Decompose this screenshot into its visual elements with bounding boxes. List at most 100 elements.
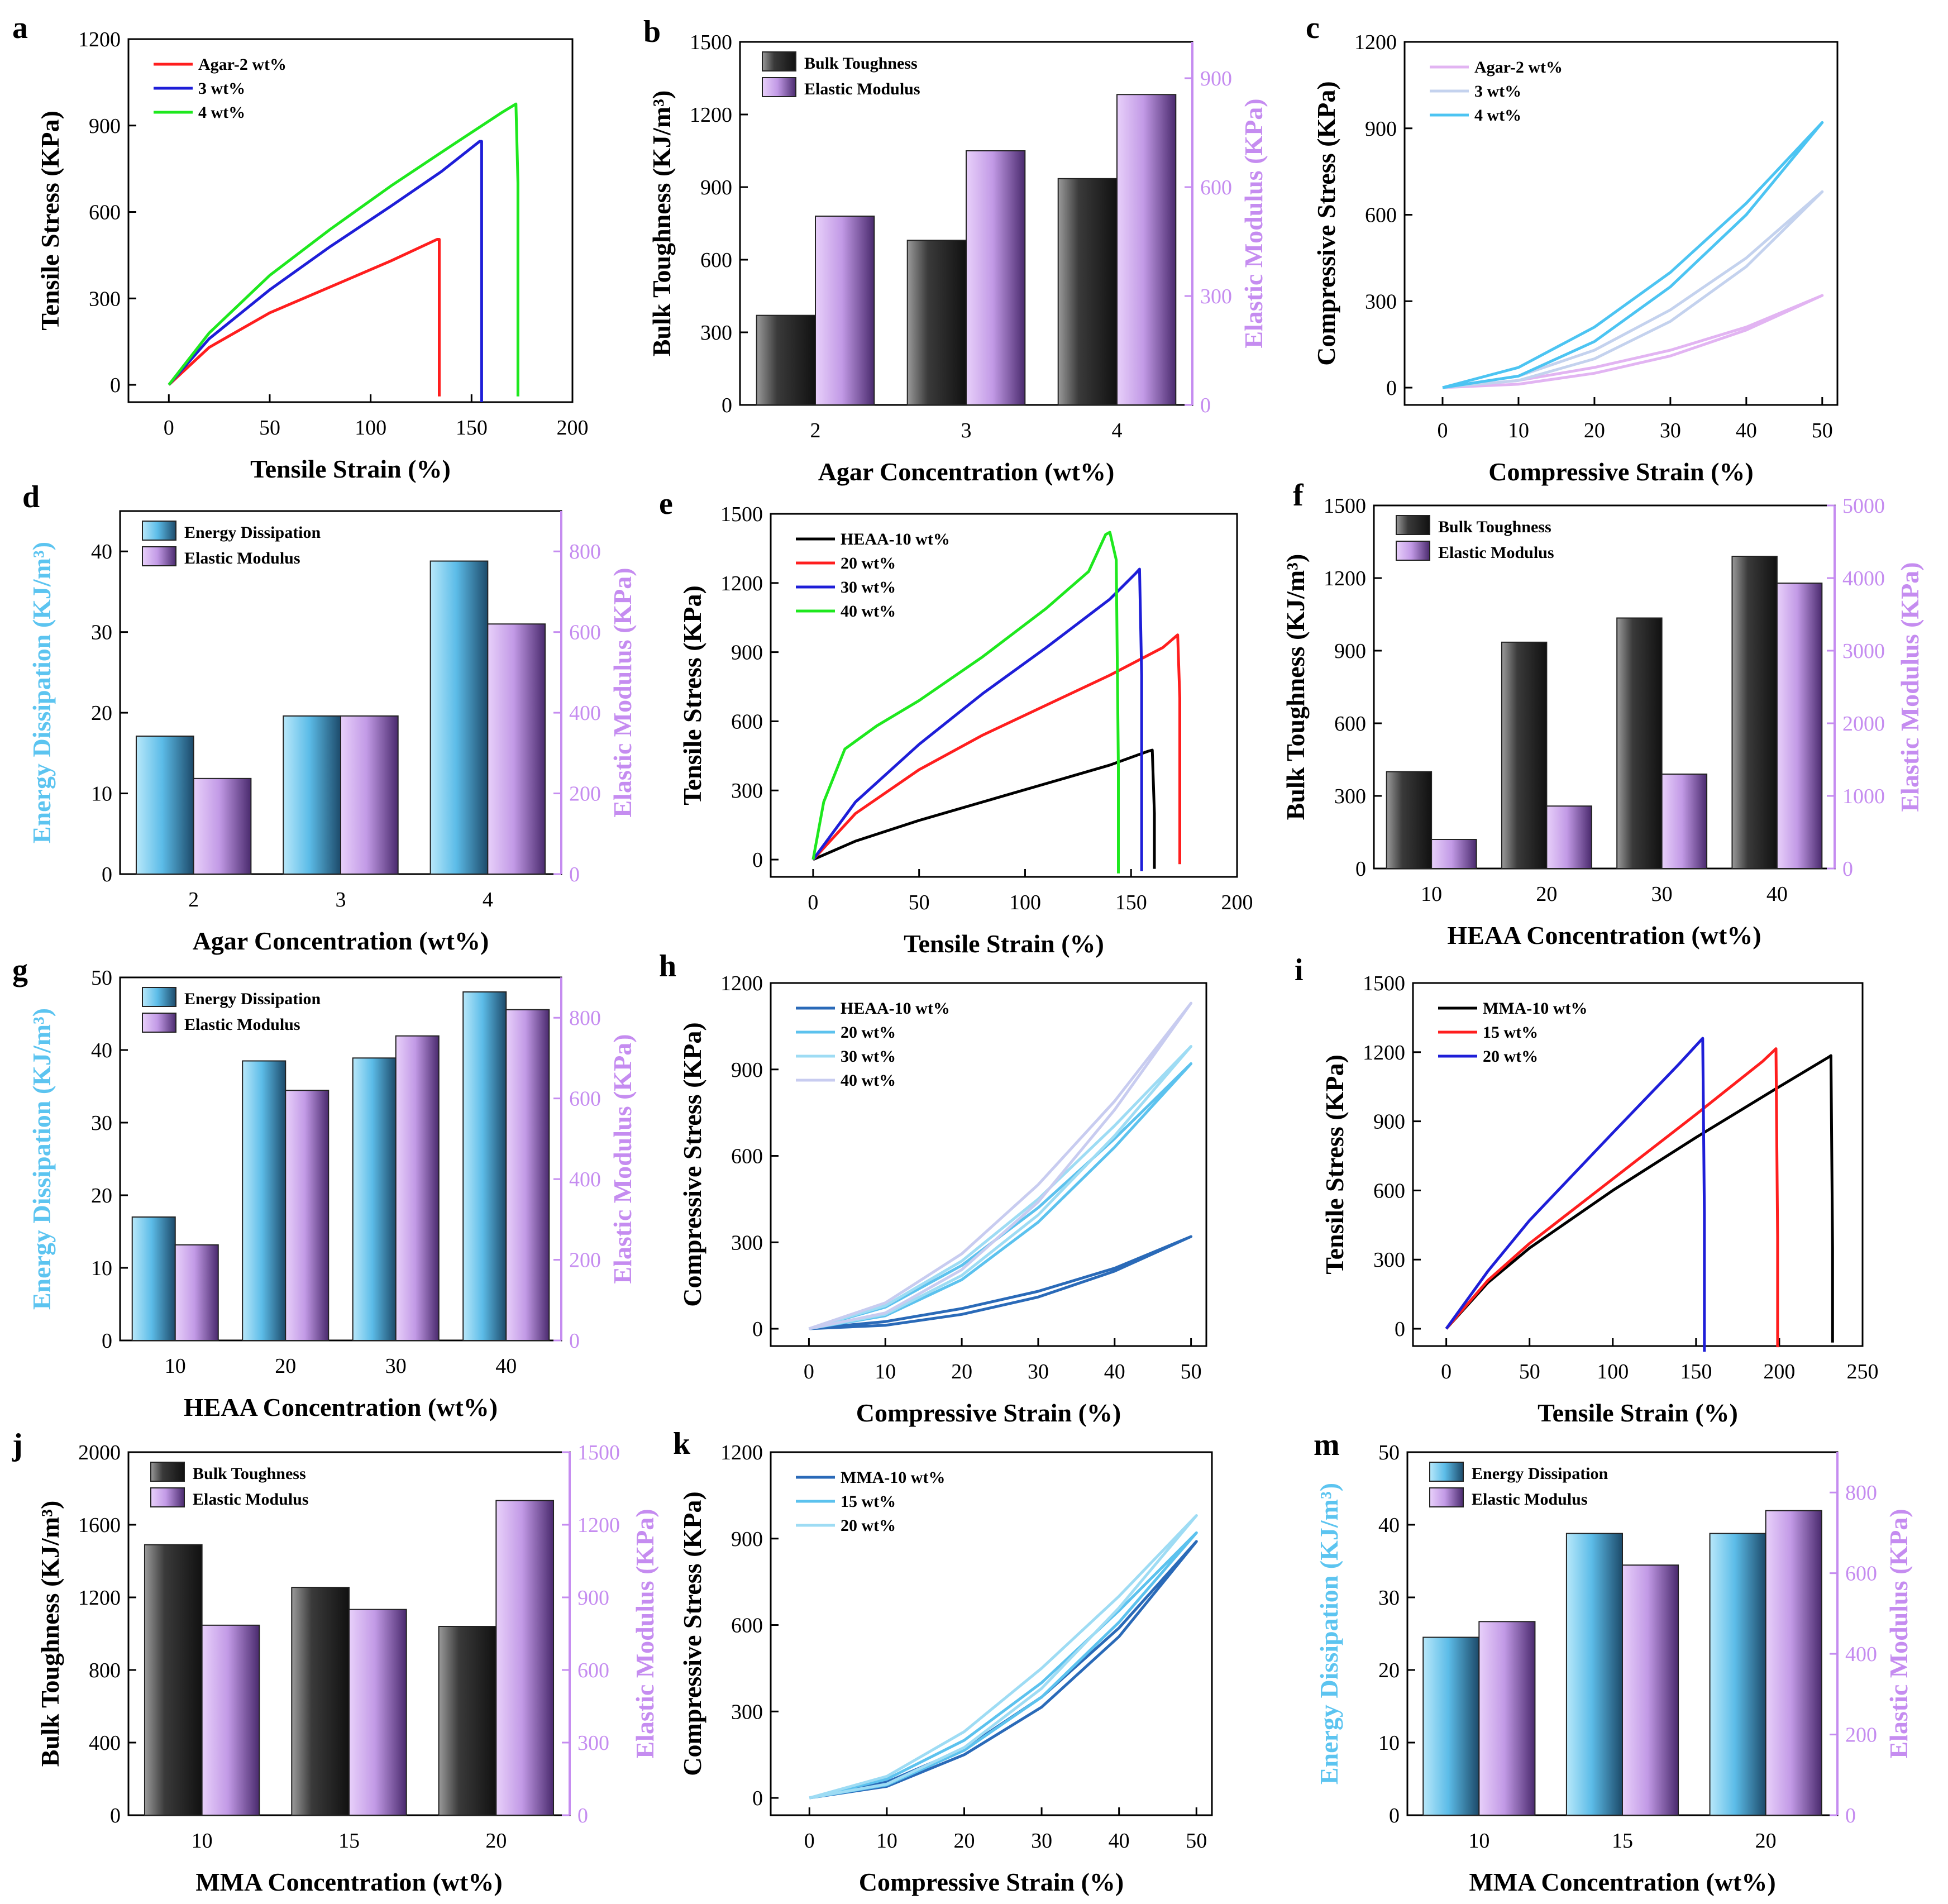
- bar-elastic-modulus: [201, 1624, 260, 1816]
- y-tick-label: 0: [110, 1804, 121, 1827]
- y2-tick-label: 2000: [1842, 712, 1885, 736]
- y-tick-label: 1200: [1363, 1041, 1405, 1065]
- y-axis-title: Bulk Toughness (KJ/m³): [1281, 554, 1310, 820]
- y-tick-label: 900: [1373, 1110, 1405, 1134]
- bar-bulk-toughness: [1501, 641, 1548, 870]
- x-tick-label: 10: [1468, 1829, 1489, 1853]
- x-axis-title: MMA Concentration (wt%): [1469, 1868, 1775, 1896]
- bar-energy-dissipation: [131, 1216, 176, 1341]
- legend-label: Agar-2 wt%: [198, 55, 287, 74]
- y-tick-label: 1200: [1324, 567, 1366, 590]
- y-tick-label: 0: [1395, 1318, 1405, 1341]
- y-tick-label: 10: [91, 782, 112, 806]
- legend-swatch: [142, 987, 176, 1007]
- y-tick-label: 30: [91, 621, 112, 645]
- series-line-30-wt-: [808, 1045, 1193, 1330]
- y-tick-label: 40: [91, 1039, 112, 1062]
- panel-label-d: d: [22, 480, 40, 514]
- y-tick-label: 20: [91, 1184, 112, 1208]
- y-axis-title: Tensile Stress (KPa): [1320, 1054, 1349, 1275]
- y2-tick-label: 300: [577, 1731, 609, 1755]
- x-tick-label: 100: [355, 416, 386, 440]
- y-tick-label: 300: [731, 1231, 763, 1254]
- panel-label-a: a: [12, 11, 28, 45]
- bar-elastic-modulus: [285, 1090, 330, 1341]
- x-tick-label: 40: [495, 1354, 517, 1378]
- bar-bulk-toughness: [1386, 771, 1433, 869]
- y-axis-title: Compressive Stress (KPa): [678, 1022, 706, 1306]
- series-line-agar-2-wt-: [1442, 294, 1824, 389]
- y-tick-label: 0: [752, 1787, 763, 1810]
- y2-tick-label: 3000: [1842, 640, 1885, 663]
- plot-frame: [127, 38, 574, 403]
- x-axis-title: HEAA Concentration (wt%): [184, 1393, 498, 1421]
- bar-elastic-modulus: [1478, 1621, 1536, 1816]
- bar-elastic-modulus: [395, 1035, 440, 1341]
- x-tick-label: 0: [808, 891, 818, 914]
- y-tick-label: 2000: [78, 1441, 121, 1464]
- bar-bulk-toughness: [1057, 178, 1118, 405]
- y2-tick-label: 200: [1845, 1724, 1877, 1747]
- x-tick-label: 10: [165, 1354, 186, 1378]
- y-tick-label: 800: [89, 1659, 121, 1682]
- legend-label: 30 wt%: [841, 1047, 896, 1066]
- y-tick-label: 50: [1378, 1441, 1400, 1464]
- legend-label: 20 wt%: [841, 554, 896, 572]
- y-tick-label: 1200: [690, 103, 732, 127]
- bar-elastic-modulus: [495, 1500, 555, 1816]
- y-tick-label: 900: [1365, 117, 1397, 141]
- y-tick-label: 0: [1389, 1804, 1400, 1827]
- bar-elastic-modulus: [1431, 839, 1477, 869]
- bar-elastic-modulus: [815, 216, 875, 405]
- series-line-4-wt-: [168, 102, 519, 397]
- series-line-3-wt-: [168, 140, 483, 402]
- legend-label: Elastic Modulus: [1472, 1490, 1588, 1509]
- plot-frame: [770, 513, 1238, 878]
- legend-label: Elastic Modulus: [804, 80, 920, 98]
- panel-label-j: j: [12, 1428, 23, 1462]
- series-line-20-wt-: [808, 1062, 1193, 1330]
- y-axis-title: Bulk Toughness (KJ/m³): [647, 90, 676, 357]
- bar-bulk-toughness: [906, 240, 967, 405]
- series-line-40-wt-: [811, 531, 1120, 874]
- plot-frame: [770, 1451, 1213, 1816]
- x-axis-title: HEAA Concentration (wt%): [1447, 921, 1761, 949]
- panel-h: h 0 300 600 900 1200 Compressive Stress (KPa) 0…: [659, 949, 1207, 1427]
- legend-label: 40 wt%: [841, 602, 896, 621]
- y2-tick-label: 1500: [577, 1441, 620, 1464]
- bar-energy-dissipation: [429, 560, 489, 875]
- x-tick-label: 15: [1612, 1829, 1633, 1853]
- y-tick-label: 1500: [720, 503, 763, 526]
- x-tick-label: 150: [1680, 1360, 1712, 1383]
- x-tick-label: 20: [1755, 1829, 1777, 1853]
- y-tick-label: 300: [700, 321, 732, 345]
- x-tick-label: 150: [1115, 891, 1147, 914]
- legend-swatch: [142, 521, 176, 541]
- x-tick-label: 10: [876, 1829, 897, 1853]
- panel-label-h: h: [659, 949, 676, 984]
- y2-tick-label: 200: [569, 782, 601, 806]
- y-tick-label: 600: [1373, 1179, 1405, 1202]
- x-tick-label: 40: [1109, 1829, 1130, 1853]
- bar-elastic-modulus: [966, 150, 1026, 405]
- y-tick-label: 900: [89, 114, 121, 138]
- y2-tick-label: 600: [577, 1659, 609, 1682]
- y-tick-label: 900: [731, 641, 763, 665]
- legend-label: 15 wt%: [841, 1492, 896, 1511]
- series-line-20-wt-: [809, 1514, 1198, 1800]
- legend-swatch: [1429, 1487, 1464, 1507]
- series-line-heaa-10-wt-: [812, 748, 1156, 869]
- panel-b: b 0 300 600 900 1200 1500 Bulk Toughness (KJ/m³…: [643, 15, 1268, 486]
- y-tick-label: 400: [89, 1731, 121, 1755]
- y-tick-label: 600: [89, 201, 121, 225]
- panel-label-k: k: [673, 1426, 691, 1461]
- panel-label-g: g: [12, 953, 28, 987]
- legend-label: 4 wt%: [198, 103, 245, 122]
- panel-g: g 0 10 20 30 40 50 Energy Dissipation (KJ/m³) 0 2…: [12, 953, 637, 1421]
- x-axis-title: MMA Concentration (wt%): [195, 1868, 502, 1896]
- y-axis-title: Tensile Stress (KPa): [36, 111, 64, 331]
- y2-axis-title: Elastic Modulus (KPa): [1239, 98, 1268, 348]
- y2-axis-title: Elastic Modulus (KPa): [608, 567, 637, 817]
- y2-tick-label: 200: [569, 1249, 601, 1272]
- series-line-mma-10-wt-: [1445, 1054, 1834, 1343]
